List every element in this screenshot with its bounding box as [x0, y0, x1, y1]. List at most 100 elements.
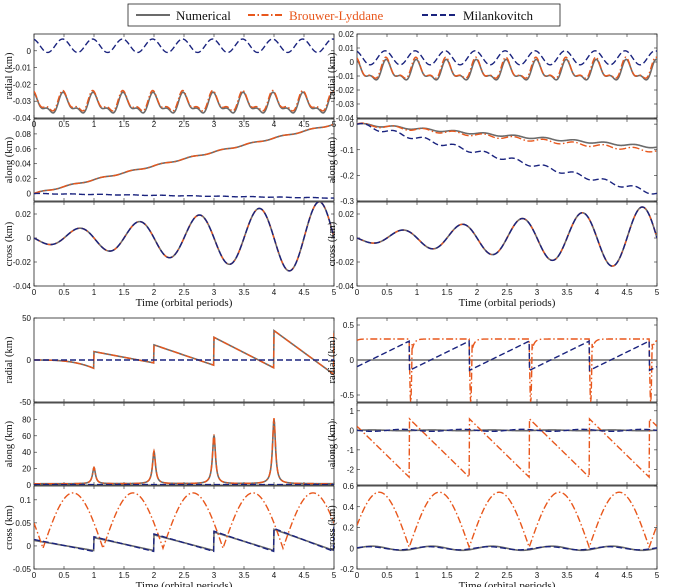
- ytick-label: 0: [350, 234, 355, 243]
- xtick-label: 3.5: [561, 571, 573, 580]
- ytick-label: 20: [22, 465, 31, 474]
- y-axis-label: along (km): [4, 420, 15, 467]
- xtick-label: 3: [535, 571, 540, 580]
- x-axis-label: Time (orbital periods): [136, 297, 233, 309]
- series-group: [34, 329, 334, 376]
- series-brouwer-lyddane-line: [357, 417, 657, 479]
- y-axis-label: cross (km): [327, 505, 338, 550]
- xtick-label: 0: [32, 288, 37, 297]
- legend-label-0: Numerical: [176, 8, 231, 23]
- ytick-label: -0.05: [13, 565, 32, 574]
- xtick-label: 2.5: [501, 288, 513, 297]
- x-axis-label: Time (orbital periods): [459, 297, 556, 309]
- series-numerical-line: [34, 526, 334, 552]
- xtick-label: 0: [355, 571, 360, 580]
- ytick-label: 0.08: [15, 130, 31, 139]
- plot-frame: [33, 118, 335, 202]
- xtick-label: 3.5: [238, 288, 250, 297]
- series-brouwer-lyddane-line: [34, 418, 334, 485]
- ytick-label: 0.05: [15, 519, 31, 528]
- ytick-label: -0.04: [336, 114, 355, 123]
- panel-bottom-left-1: 80 60 40 20 0 along (km): [4, 402, 335, 490]
- y-axis-label: radial (km): [327, 52, 338, 99]
- series-milankovitch-line: [34, 525, 334, 553]
- ytick-label: -0.01: [336, 72, 355, 81]
- xtick-label: 4: [272, 120, 277, 129]
- xtick-label: 1: [92, 288, 97, 297]
- ytick-label: -0.04: [13, 282, 32, 291]
- xtick-label: 1.5: [441, 288, 453, 297]
- ytick-label: 0.1: [20, 496, 32, 505]
- series-numerical-line: [357, 122, 657, 149]
- xtick-label: 3: [535, 288, 540, 297]
- xtick-label: 4.5: [298, 120, 310, 129]
- ytick-label: 0.02: [15, 210, 31, 219]
- xtick-label: 1: [92, 571, 97, 580]
- ytick-label: 0.2: [343, 524, 355, 533]
- xtick-label: 3: [212, 120, 217, 129]
- series-brouwer-lyddane-line: [34, 329, 334, 376]
- series-milankovitch-line: [357, 428, 657, 433]
- y-axis-label: along (km): [4, 136, 15, 183]
- series-brouwer-lyddane-line: [357, 338, 657, 402]
- ytick-label: 40: [22, 448, 31, 457]
- series-milankovitch-line: [357, 206, 657, 267]
- x-axis-label: Time (orbital periods): [459, 580, 556, 587]
- y-axis-label: radial (km): [327, 336, 338, 383]
- panel-top-left-1: 0.08 0.06 0.04 0.02 0 along (km): [4, 118, 335, 202]
- ytick-label: 0: [27, 190, 32, 199]
- series-brouwer-lyddane-line: [34, 89, 334, 112]
- series-milankovitch-line: [357, 545, 657, 551]
- plot-frame: [356, 201, 658, 287]
- xtick-label: 3.5: [238, 120, 250, 129]
- series-brouwer-lyddane-line: [357, 122, 657, 153]
- xtick-label: 1: [92, 120, 97, 129]
- ytick-label: -50: [19, 398, 31, 407]
- legend-label-2: Milankovitch: [463, 8, 534, 23]
- series-milankovitch-line: [357, 122, 657, 195]
- series-group: [357, 122, 657, 195]
- ytick-label: 0: [27, 47, 32, 56]
- ytick-label: -0.04: [336, 282, 355, 291]
- xtick-label: 4.5: [298, 571, 310, 580]
- xtick-label: 2: [475, 288, 480, 297]
- series-group: [357, 206, 657, 267]
- ytick-label: 0: [350, 426, 355, 435]
- plot-frame: [33, 33, 335, 119]
- panel-top-left-2: 0.020-0.02-0.040 0.5 1 1.5 2 2.5 3 3.5 4 4.5 5cros…: [4, 201, 337, 309]
- y-axis-label: along (km): [327, 420, 338, 467]
- xtick-label: 2: [152, 571, 157, 580]
- panel-top-left-0: 0-0.01-0.02-0.03-0.040 0.5 1 1.5 2 2.5 3 3.5 4 4.…: [4, 33, 337, 129]
- xtick-label: 3.5: [561, 288, 573, 297]
- panel-bottom-left-0: 50 0 -50 radial (km): [4, 314, 335, 407]
- ytick-label: 0: [27, 356, 32, 365]
- xtick-label: 1.5: [118, 571, 130, 580]
- xtick-label: 2: [152, 288, 157, 297]
- y-axis-label: cross (km): [327, 221, 338, 266]
- y-axis-label: radial (km): [4, 52, 15, 99]
- series-numerical-line: [357, 545, 657, 552]
- xtick-label: 4.5: [621, 571, 633, 580]
- ytick-label: 0.02: [338, 210, 354, 219]
- ytick-label: -0.2: [340, 565, 354, 574]
- ytick-label: -0.01: [13, 64, 32, 73]
- series-brouwer-lyddane-line: [357, 56, 657, 79]
- series-milankovitch-line: [357, 50, 657, 66]
- ytick-label: -0.04: [13, 114, 32, 123]
- ytick-label: 0.01: [338, 44, 354, 53]
- ytick-label: 0: [27, 481, 32, 490]
- ytick-label: 0.02: [15, 175, 31, 184]
- panel-top-right-1: 0 -0.1 -0.2 -0.3 along (km): [327, 118, 658, 206]
- ytick-label: 60: [22, 432, 31, 441]
- xtick-label: 4: [595, 571, 600, 580]
- xtick-label: 3.5: [238, 571, 250, 580]
- xtick-label: 3: [212, 571, 217, 580]
- series-group: [34, 123, 334, 199]
- xtick-label: 2.5: [178, 120, 190, 129]
- legend-box: [127, 3, 561, 27]
- ytick-label: 0: [350, 544, 355, 553]
- xtick-label: 0: [355, 288, 360, 297]
- series-numerical-line: [34, 329, 334, 376]
- series-group: [34, 492, 334, 553]
- panel-bottom-right-1: 1 0 -1 -2 along (km): [327, 402, 658, 486]
